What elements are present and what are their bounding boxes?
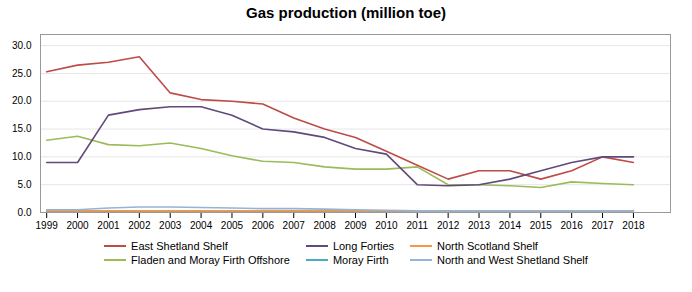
svg-text:2014: 2014 (499, 220, 522, 231)
svg-text:2002: 2002 (128, 220, 151, 231)
svg-text:2004: 2004 (190, 220, 213, 231)
svg-text:2012: 2012 (437, 220, 460, 231)
svg-text:20.0: 20.0 (12, 95, 32, 106)
svg-text:2006: 2006 (252, 220, 275, 231)
svg-text:2008: 2008 (313, 220, 336, 231)
svg-text:15.0: 15.0 (12, 123, 32, 134)
svg-text:2013: 2013 (468, 220, 491, 231)
html-text:Long Forties: Long Forties (332, 240, 394, 252)
svg-text:2009: 2009 (344, 220, 367, 231)
svg-text:2011: 2011 (407, 220, 429, 231)
svg-text:2010: 2010 (375, 220, 398, 231)
svg-text:2001: 2001 (97, 220, 120, 231)
html-text:Moray Firth: Moray Firth (332, 254, 389, 266)
svg-text:2003: 2003 (159, 220, 182, 231)
svg-text:10.0: 10.0 (12, 151, 32, 162)
svg-text:2017: 2017 (591, 220, 614, 231)
svg-text:2015: 2015 (530, 220, 553, 231)
html-text:North and West Shetland Shelf: North and West Shetland Shelf (437, 254, 588, 266)
svg-text:2018: 2018 (622, 220, 645, 231)
html-text:North Scotland Shelf: North Scotland Shelf (437, 240, 538, 252)
html-text:Gas production (million toe): Gas production (million toe) (246, 4, 446, 21)
svg-text:25.0: 25.0 (12, 68, 32, 79)
html-text:East Shetland Shelf: East Shetland Shelf (131, 240, 228, 252)
html-text:Fladen and Moray Firth Offshor: Fladen and Moray Firth Offshore (131, 254, 290, 266)
svg-text:1999: 1999 (36, 220, 59, 231)
svg-text:2007: 2007 (283, 220, 306, 231)
svg-text:2005: 2005 (221, 220, 244, 231)
svg-text:30.0: 30.0 (12, 40, 32, 51)
svg-text:5.0: 5.0 (18, 179, 32, 190)
svg-text:2000: 2000 (66, 220, 89, 231)
svg-text:0.0: 0.0 (18, 207, 32, 218)
svg-text:2016: 2016 (561, 220, 584, 231)
